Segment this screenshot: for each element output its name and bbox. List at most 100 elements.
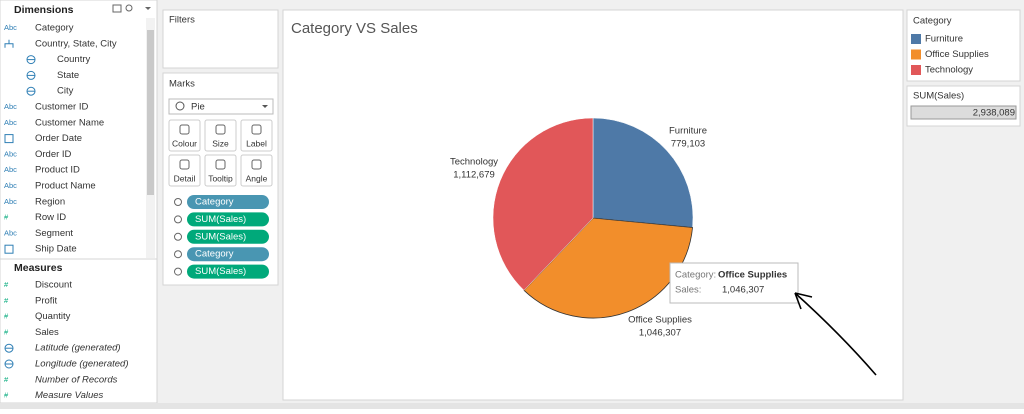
type-icon: # xyxy=(4,327,9,336)
field[interactable]: Customer Name xyxy=(35,117,104,128)
field[interactable]: Country, State, City xyxy=(35,38,117,49)
field[interactable]: Longitude (generated) xyxy=(35,359,129,370)
slice-label: Furniture xyxy=(669,126,707,137)
mark-button[interactable] xyxy=(204,154,237,187)
size-legend-max: 2,938,089 xyxy=(973,108,1015,119)
button-icon xyxy=(251,159,262,170)
field[interactable]: Product Name xyxy=(35,181,96,192)
button-icon xyxy=(179,124,190,135)
type-icon: Abc xyxy=(4,197,17,206)
tooltip xyxy=(669,262,799,304)
pill[interactable] xyxy=(187,195,269,209)
field[interactable]: City xyxy=(57,86,74,97)
dropdown-arrow xyxy=(262,105,268,108)
pill[interactable] xyxy=(187,264,269,279)
type-icon: Abc xyxy=(4,181,17,190)
field[interactable]: Country xyxy=(57,54,91,65)
field[interactable]: Measure Values xyxy=(35,390,104,401)
mark-type-dropdown[interactable] xyxy=(168,98,274,115)
sheet-tabs[interactable] xyxy=(0,403,1024,409)
legend-swatch xyxy=(911,49,921,60)
pill-label: Category xyxy=(195,197,234,208)
hierarchy-icon xyxy=(4,39,14,48)
tooltip-key: Sales: xyxy=(675,285,701,296)
field[interactable]: Quantity xyxy=(35,311,71,322)
button-label: Label xyxy=(246,138,267,148)
field[interactable]: Number of Records xyxy=(35,374,118,385)
type-icon: # xyxy=(4,280,9,289)
field[interactable]: Category xyxy=(35,23,74,34)
pill-role-icon xyxy=(174,232,182,241)
slice-value: 1,046,307 xyxy=(639,328,681,339)
field[interactable]: Segment xyxy=(35,228,73,239)
button-icon xyxy=(215,159,226,170)
slice-value: 1,112,679 xyxy=(453,170,495,181)
mark-button[interactable] xyxy=(240,119,273,152)
mark-button[interactable] xyxy=(168,119,201,152)
mark-type: Pie xyxy=(191,102,205,113)
legend-entry[interactable]: Office Supplies xyxy=(925,49,989,60)
button-label: Detail xyxy=(174,173,196,183)
filters-shelf[interactable] xyxy=(162,9,279,69)
legend-swatch xyxy=(911,65,921,75)
pie-slice[interactable] xyxy=(523,217,693,319)
field[interactable]: Sales xyxy=(35,327,59,338)
pill[interactable] xyxy=(187,212,269,227)
field[interactable]: Latitude (generated) xyxy=(35,343,121,354)
field[interactable]: Region xyxy=(35,196,65,207)
size-bar xyxy=(910,105,1017,120)
measures-title: Measures xyxy=(14,262,63,274)
field[interactable]: Row ID xyxy=(35,212,66,223)
legend-title: Category xyxy=(913,16,952,27)
chart-title: Category VS Sales xyxy=(291,20,418,37)
slice-label: Technology xyxy=(450,157,498,168)
type-icon: # xyxy=(4,296,9,305)
pill-label: SUM(Sales) xyxy=(195,214,246,225)
type-icon: Abc xyxy=(4,118,17,127)
pill-role-icon xyxy=(174,215,182,224)
tooltip-value: Office Supplies xyxy=(718,270,787,281)
tooltip-key: Category: xyxy=(675,270,716,281)
mark-button[interactable] xyxy=(168,154,201,187)
size-legend-title: SUM(Sales) xyxy=(913,91,964,102)
type-icon: Abc xyxy=(4,102,17,111)
button-label: Colour xyxy=(172,138,197,148)
filters-title: Filters xyxy=(169,15,195,26)
field[interactable]: State xyxy=(57,70,79,81)
pie-slice[interactable] xyxy=(592,117,694,228)
field[interactable]: Discount xyxy=(35,280,72,291)
slice-value: 779,103 xyxy=(671,139,705,150)
legend-entry[interactable]: Furniture xyxy=(925,34,963,45)
dimensions-title: Dimensions xyxy=(14,4,74,16)
pill-label: Category xyxy=(195,249,234,260)
marks-title: Marks xyxy=(169,79,195,90)
field[interactable]: Product ID xyxy=(35,165,80,176)
pill-role-icon xyxy=(174,267,182,276)
pill-role-icon xyxy=(174,250,182,259)
color-legend xyxy=(906,9,1021,82)
type-icon: Abc xyxy=(4,23,17,32)
field[interactable]: Ship Date xyxy=(35,244,77,255)
pane-tools[interactable] xyxy=(112,4,151,13)
calendar-icon xyxy=(4,244,14,254)
button-label: Tooltip xyxy=(208,173,233,183)
field[interactable]: Order ID xyxy=(35,149,72,160)
calendar-icon xyxy=(4,134,14,144)
scroll-thumb[interactable] xyxy=(147,30,154,195)
data-pane xyxy=(0,0,158,404)
button-label: Size xyxy=(212,138,229,148)
field[interactable]: Order Date xyxy=(35,133,82,144)
pill[interactable] xyxy=(187,229,269,244)
button-icon xyxy=(179,159,190,170)
mark-button[interactable] xyxy=(204,119,237,152)
pill[interactable] xyxy=(187,247,269,262)
drawn-arrow xyxy=(794,292,877,376)
field[interactable]: Customer ID xyxy=(35,102,88,113)
type-icon: # xyxy=(4,312,9,321)
pie-slice[interactable] xyxy=(492,117,594,291)
field[interactable]: Profit xyxy=(35,295,58,306)
tooltip-value: 1,046,307 xyxy=(722,285,764,296)
legend-entry[interactable]: Technology xyxy=(925,65,973,76)
mark-button[interactable] xyxy=(240,154,273,187)
type-icon: # xyxy=(4,213,9,222)
